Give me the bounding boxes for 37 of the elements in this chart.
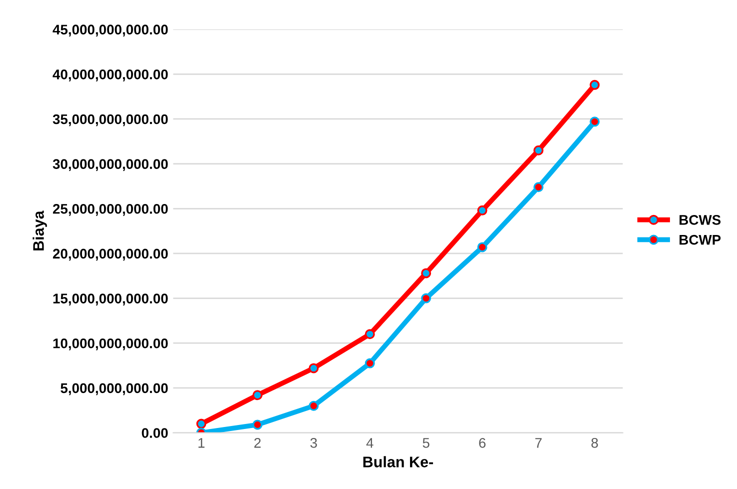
x-axis-title: Bulan Ke-	[363, 456, 434, 468]
y-tick-label: 15,000,000,000.00	[53, 294, 168, 306]
point	[421, 293, 432, 304]
point	[364, 329, 375, 340]
point	[196, 418, 206, 429]
y-tick-label: 40,000,000,000.00	[52, 70, 168, 82]
point	[477, 205, 488, 216]
point	[590, 80, 600, 90]
point	[421, 268, 432, 278]
y-tick-label: 5,000,000,000.00	[60, 383, 168, 396]
point	[477, 242, 488, 252]
x-tick-label: 2	[254, 438, 261, 448]
point	[252, 420, 262, 430]
point	[308, 363, 319, 374]
y-tick-label: 45,000,000,000.00	[52, 24, 168, 37]
x-tick-label: 7	[535, 438, 542, 448]
x-tick-label: 8	[591, 438, 598, 448]
point	[533, 145, 544, 156]
point	[364, 358, 375, 368]
x-tick-label: 6	[479, 438, 486, 448]
x-tick-label: 4	[366, 438, 374, 448]
x-tick-label: 1	[198, 438, 204, 448]
point	[533, 182, 544, 192]
point	[252, 390, 262, 400]
y-tick-label: 0.00	[142, 428, 168, 438]
y-tick-label: 35,000,000,000.00	[52, 114, 168, 126]
y-tick-label: 20,000,000,000.00	[52, 248, 168, 261]
point	[308, 400, 319, 411]
y-tick-label: 25,000,000,000.00	[52, 204, 168, 216]
point	[590, 116, 600, 127]
legend-label: BCWP	[680, 234, 721, 245]
y-axis-title: Biaya	[32, 210, 47, 250]
y-tick-label: 10,000,000,000.00	[53, 338, 168, 350]
y-tick-label: 30,000,000,000.00	[52, 159, 168, 171]
x-tick-label: 3	[310, 438, 317, 448]
x-tick-label: 5	[422, 438, 430, 448]
legend-label: BCWS	[680, 215, 721, 225]
